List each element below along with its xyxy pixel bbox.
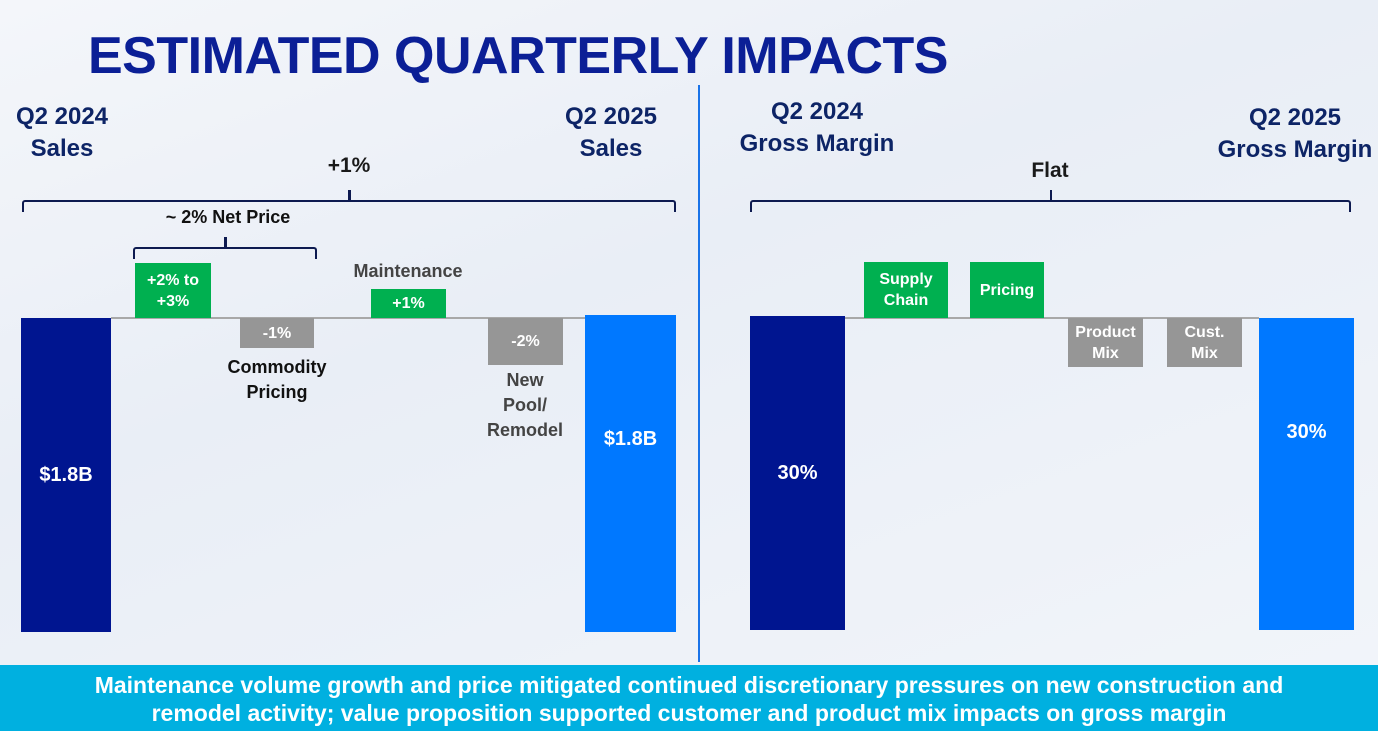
bar-label: Mix — [1092, 344, 1119, 362]
chart-divider — [698, 85, 700, 662]
bar-gm-q2-2024: 30% — [750, 316, 845, 630]
commodity-pricing-label: Commodity Pricing — [207, 355, 347, 405]
label-line: Pool/ — [503, 395, 547, 415]
header-line: Sales — [579, 135, 643, 162]
bar-label: +2% to +3% — [146, 271, 199, 310]
banner-line: remodel activity; value proposition supp… — [151, 700, 1227, 726]
bar-cust-mix: Cust. Mix — [1167, 318, 1242, 367]
summary-banner: Maintenance volume growth and price miti… — [0, 665, 1378, 731]
gm-total-change: Flat — [1031, 159, 1069, 182]
net-price-brace — [133, 237, 317, 259]
bar-new-pool-remodel: -2% — [488, 318, 563, 365]
header-line: Sales — [30, 135, 94, 162]
new-pool-remodel-label: New Pool/ Remodel — [470, 368, 580, 443]
label-line: New — [506, 370, 544, 390]
bar-pricing: Pricing — [970, 262, 1044, 318]
header-line: Gross Margin — [739, 130, 895, 157]
gm-total-brace — [750, 190, 1351, 212]
gm-end-header: Q2 2025 Gross Margin — [1205, 102, 1378, 166]
bar-label: Cust. — [1184, 323, 1225, 341]
net-price-bracket-label: ~ 2% Net Price — [165, 207, 291, 227]
bar-maintenance: +1% — [371, 289, 446, 318]
sales-total-brace — [22, 190, 676, 212]
bar-label: Supply — [879, 271, 933, 288]
bar-product-mix: Product Mix — [1068, 318, 1143, 367]
baseline — [111, 317, 585, 319]
header-line: Q2 2025 — [1248, 104, 1342, 131]
bar-commodity-pricing: -1% — [240, 318, 314, 348]
label-line: Pricing — [246, 382, 308, 402]
baseline — [845, 317, 1259, 319]
header-line: Q2 2024 — [15, 103, 109, 130]
sales-start-header: Q2 2024 Sales — [0, 101, 124, 165]
bar-net-price: +2% to +3% — [135, 263, 211, 318]
bar-label: Chain — [883, 292, 929, 309]
gm-start-header: Q2 2024 Gross Margin — [727, 96, 907, 160]
page-title: ESTIMATED QUARTERLY IMPACTS — [88, 27, 948, 85]
sales-total-change: +1% — [327, 154, 371, 177]
bar-supply-chain: Supply Chain — [864, 262, 948, 318]
bar-sales-q2-2024: $1.8B — [21, 318, 111, 632]
bar-sales-q2-2025: $1.8B — [585, 315, 676, 632]
header-line: Q2 2025 — [564, 103, 658, 130]
banner-line: Maintenance volume growth and price miti… — [94, 672, 1284, 698]
sales-end-header: Q2 2025 Sales — [550, 101, 672, 165]
bar-label: Mix — [1191, 344, 1218, 362]
header-line: Gross Margin — [1217, 136, 1373, 163]
maintenance-label: Maintenance — [353, 261, 463, 281]
label-line: Remodel — [486, 420, 564, 440]
bar-gm-q2-2025: 30% — [1259, 318, 1354, 630]
bar-label: Product — [1075, 323, 1136, 341]
label-line: Commodity — [227, 357, 327, 377]
header-line: Q2 2024 — [770, 98, 864, 125]
